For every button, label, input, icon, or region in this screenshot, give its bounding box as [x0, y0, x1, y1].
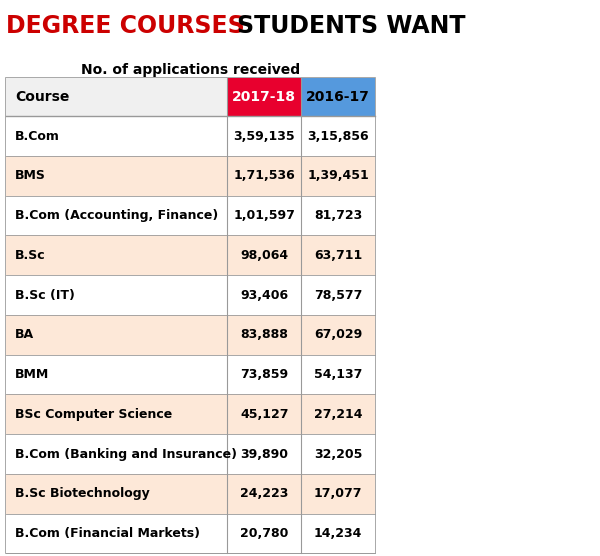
- Text: BMM: BMM: [15, 368, 49, 381]
- Text: 83,888: 83,888: [241, 329, 288, 341]
- Text: 3,15,856: 3,15,856: [307, 130, 369, 142]
- Text: 98,064: 98,064: [240, 249, 289, 262]
- Bar: [227, 78, 301, 116]
- Text: 39,890: 39,890: [240, 448, 289, 460]
- Text: 2017-18: 2017-18: [232, 90, 296, 104]
- Text: 63,711: 63,711: [314, 249, 362, 262]
- Text: B.Sc: B.Sc: [15, 249, 46, 262]
- Bar: [6, 514, 375, 553]
- Text: 20,780: 20,780: [240, 527, 289, 540]
- Text: BMS: BMS: [15, 170, 46, 182]
- Text: 45,127: 45,127: [240, 408, 289, 421]
- Text: 24,223: 24,223: [240, 488, 289, 500]
- Bar: [6, 355, 375, 394]
- Text: BSc Computer Science: BSc Computer Science: [15, 408, 172, 421]
- Text: B.Com: B.Com: [15, 130, 60, 142]
- Text: 1,01,597: 1,01,597: [233, 209, 295, 222]
- Text: 1,71,536: 1,71,536: [233, 170, 295, 182]
- Text: 81,723: 81,723: [314, 209, 362, 222]
- Bar: [6, 434, 375, 474]
- Text: 78,577: 78,577: [314, 289, 362, 301]
- Text: B.Com (Accounting, Finance): B.Com (Accounting, Finance): [15, 209, 218, 222]
- Text: 1,39,451: 1,39,451: [307, 170, 369, 182]
- Bar: [6, 315, 375, 355]
- Bar: [6, 474, 375, 514]
- Text: 27,214: 27,214: [314, 408, 362, 421]
- Text: No. of applications received: No. of applications received: [81, 63, 300, 77]
- Text: 3,59,135: 3,59,135: [233, 130, 295, 142]
- Bar: [6, 275, 375, 315]
- Text: B.Com (Banking and Insurance): B.Com (Banking and Insurance): [15, 448, 237, 460]
- Text: 54,137: 54,137: [314, 368, 362, 381]
- Bar: [6, 394, 375, 434]
- Bar: [6, 236, 375, 275]
- Bar: [6, 156, 375, 196]
- Text: 73,859: 73,859: [240, 368, 289, 381]
- Text: STUDENTS WANT: STUDENTS WANT: [237, 14, 466, 38]
- Text: B.Com (Financial Markets): B.Com (Financial Markets): [15, 527, 200, 540]
- Text: 14,234: 14,234: [314, 527, 362, 540]
- Text: BA: BA: [15, 329, 34, 341]
- Text: 67,029: 67,029: [314, 329, 362, 341]
- Text: 32,205: 32,205: [314, 448, 362, 460]
- Bar: [6, 196, 375, 236]
- Text: Course: Course: [15, 90, 70, 104]
- Bar: [301, 78, 375, 116]
- Bar: [6, 78, 227, 116]
- Text: DEGREE COURSES: DEGREE COURSES: [6, 14, 253, 38]
- Text: B.Sc Biotechnology: B.Sc Biotechnology: [15, 488, 150, 500]
- Text: B.Sc (IT): B.Sc (IT): [15, 289, 75, 301]
- Text: 93,406: 93,406: [240, 289, 289, 301]
- Text: 17,077: 17,077: [314, 488, 362, 500]
- Bar: [6, 116, 375, 156]
- Text: 2016-17: 2016-17: [306, 90, 370, 104]
